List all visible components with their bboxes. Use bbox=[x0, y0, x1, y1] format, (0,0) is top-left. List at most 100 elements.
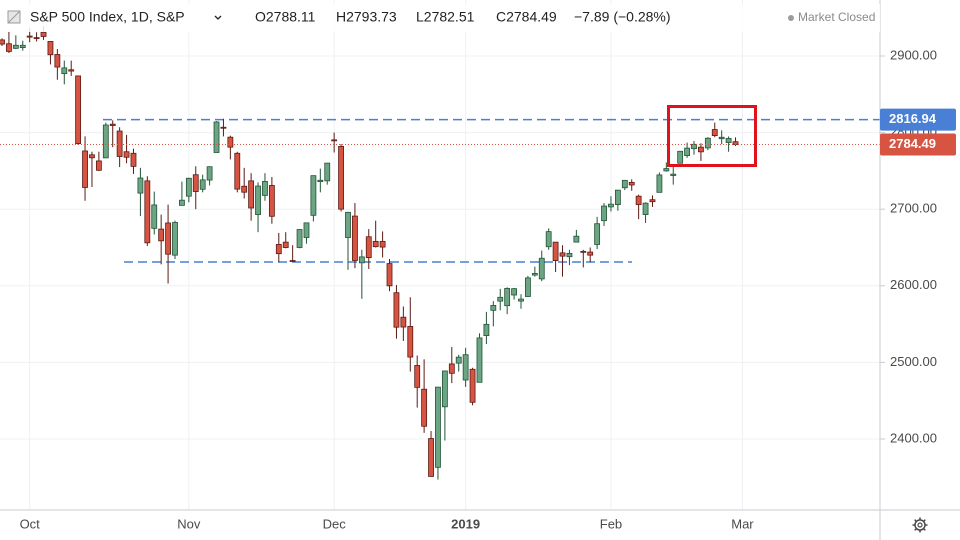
candle-body bbox=[82, 150, 88, 188]
settings-gear[interactable] bbox=[912, 517, 928, 533]
candle-body bbox=[372, 240, 379, 248]
candle-body bbox=[282, 241, 289, 248]
candle-body bbox=[144, 180, 151, 244]
low-label: L2782.51 bbox=[416, 9, 475, 25]
resistance-tag-label: 2816.94 bbox=[889, 111, 937, 126]
candle-body bbox=[54, 54, 61, 68]
candle-body bbox=[711, 129, 718, 136]
candle-body bbox=[89, 154, 95, 159]
candle-body bbox=[698, 146, 704, 153]
candle-body bbox=[670, 173, 677, 176]
candle-body bbox=[40, 31, 47, 37]
candle-body bbox=[12, 44, 19, 49]
x-tick-label: Dec bbox=[323, 516, 347, 531]
candle-body bbox=[172, 222, 178, 256]
x-tick-label: Oct bbox=[20, 516, 41, 531]
close-label: C2784.49 bbox=[496, 9, 557, 25]
candle-body bbox=[317, 179, 324, 183]
candle-body bbox=[462, 354, 469, 381]
change-label: −7.89 (−0.28%) bbox=[574, 9, 671, 25]
candle-body bbox=[303, 222, 310, 238]
candle-body bbox=[421, 388, 428, 427]
candle-body bbox=[628, 181, 635, 186]
candle-body bbox=[116, 130, 123, 157]
candle-body bbox=[358, 256, 365, 264]
candle-body bbox=[538, 257, 545, 280]
symbol[interactable]: S&P 500 Index, 1D, S&P bbox=[30, 9, 185, 25]
candle-body bbox=[621, 179, 628, 189]
candle-body bbox=[6, 43, 12, 52]
candle-body bbox=[587, 251, 594, 256]
candle-body bbox=[102, 124, 109, 159]
candle-body bbox=[241, 185, 248, 193]
candle-body bbox=[109, 123, 116, 126]
candle-body bbox=[75, 75, 82, 144]
y-tick-label: 2400.00 bbox=[890, 430, 937, 445]
candle-body bbox=[275, 244, 282, 255]
candle-body bbox=[33, 37, 40, 40]
symbol-dropdown[interactable] bbox=[214, 15, 222, 20]
x-tick-label: Nov bbox=[177, 516, 201, 531]
candle-body bbox=[511, 288, 517, 296]
candle-body bbox=[677, 150, 684, 164]
candle-body bbox=[310, 175, 317, 216]
candle-body bbox=[531, 273, 538, 276]
candle-body bbox=[158, 228, 165, 242]
open-label: O2788.11 bbox=[255, 9, 316, 25]
candle-body bbox=[476, 337, 483, 383]
candle-body bbox=[414, 365, 421, 388]
candle-body bbox=[19, 44, 26, 48]
candle-body bbox=[497, 296, 504, 302]
candle-body bbox=[594, 223, 601, 245]
y-tick-label: 2600.00 bbox=[890, 277, 937, 292]
y-tick-label: 2500.00 bbox=[890, 354, 937, 369]
candle-body bbox=[289, 260, 296, 262]
candle-body bbox=[559, 252, 566, 257]
market-status: Market Closed bbox=[798, 10, 875, 24]
high-label: H2793.73 bbox=[336, 9, 397, 25]
last-close-tag-label: 2784.49 bbox=[889, 136, 936, 151]
candle-body bbox=[179, 199, 185, 206]
x-tick-label: Feb bbox=[600, 516, 622, 531]
candle-body bbox=[601, 205, 607, 222]
candle-body bbox=[123, 151, 130, 158]
candle-body bbox=[338, 145, 344, 210]
candle-body bbox=[137, 177, 144, 194]
candle-body bbox=[642, 202, 649, 215]
candle-body bbox=[255, 185, 261, 215]
candle-body bbox=[352, 215, 358, 261]
candle-body bbox=[552, 241, 559, 261]
candle-body bbox=[192, 174, 199, 192]
candle-body bbox=[26, 35, 33, 38]
candle-body bbox=[296, 229, 303, 248]
candle-body bbox=[130, 152, 137, 167]
candle-body bbox=[545, 231, 552, 248]
candle-body bbox=[525, 277, 531, 297]
x-tick-label: 2019 bbox=[451, 516, 480, 531]
candle-body bbox=[566, 252, 573, 258]
candle-body bbox=[165, 222, 171, 255]
candle-body bbox=[704, 137, 711, 149]
candle-body bbox=[614, 189, 621, 205]
candle-body bbox=[448, 363, 455, 374]
candle-body bbox=[691, 143, 697, 150]
candle-body bbox=[213, 121, 220, 153]
header-bg bbox=[0, 4, 880, 32]
candle-body bbox=[324, 162, 331, 182]
candle-body bbox=[206, 166, 213, 181]
candle-body bbox=[95, 160, 102, 171]
candle-body bbox=[365, 236, 372, 259]
candle-body bbox=[428, 438, 434, 477]
candle-body bbox=[725, 138, 732, 143]
candle-body bbox=[684, 147, 690, 156]
candle-body bbox=[185, 177, 192, 197]
candle-body bbox=[483, 323, 490, 336]
candle-body bbox=[400, 316, 407, 328]
candle-body bbox=[649, 199, 656, 203]
candle-body bbox=[234, 152, 241, 190]
candle-body bbox=[718, 136, 725, 140]
candle-body bbox=[220, 126, 227, 129]
candle-body bbox=[441, 370, 448, 408]
candle-body bbox=[248, 180, 255, 209]
